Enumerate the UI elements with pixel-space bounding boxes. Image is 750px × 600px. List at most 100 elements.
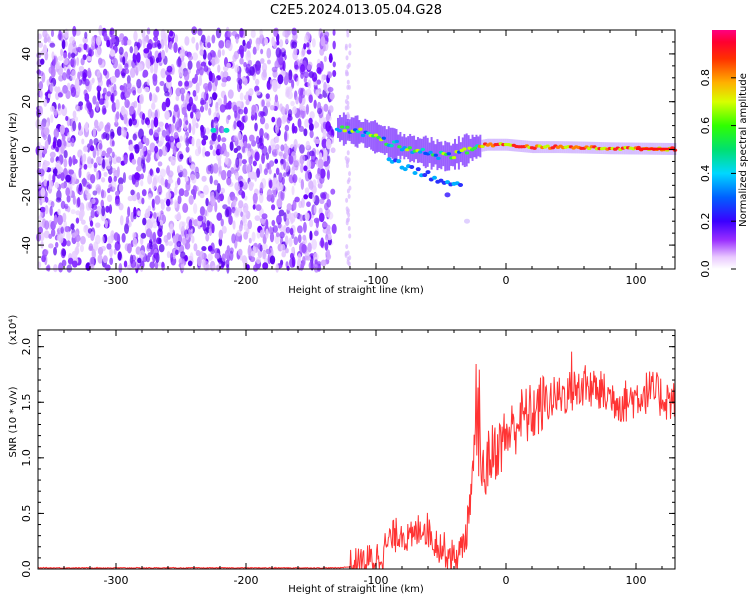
spectrogram-noise-cell — [38, 226, 44, 234]
spectrogram-noise-cell — [347, 193, 351, 199]
spectrogram-y-ticks: -40 -20 0 20 40 — [20, 29, 675, 270]
spectrogram-noise-cell — [39, 206, 46, 213]
spectrogram-noise-cell — [291, 79, 295, 89]
spectrogram-noise-cell — [125, 87, 132, 95]
spectrogram-noise-cell — [57, 92, 63, 98]
spectrogram-noise-cell — [158, 244, 165, 253]
spectrogram-noise-cell — [173, 42, 178, 54]
spectrogram-noise-cell — [302, 90, 308, 96]
spectrogram-xtick-label: 0 — [503, 274, 510, 287]
spectrogram-noise-cell — [297, 253, 302, 262]
spectrogram-noise-cell — [110, 94, 114, 102]
spectrogram-noise-cell — [139, 250, 146, 258]
spectrogram-noise-cell — [138, 128, 144, 140]
spectrogram-noise-cell — [178, 257, 185, 265]
spectrogram-noise-cell — [302, 255, 306, 267]
spectrogram-noise-cell — [154, 261, 159, 270]
spectrogram-noise-cell — [61, 248, 67, 257]
spectrogram-noise-cell — [160, 135, 165, 145]
spectrogram-noise-cell — [203, 65, 209, 72]
spectrogram-noise-cell — [121, 126, 125, 137]
spectrogram-noise-cell — [126, 81, 132, 90]
spectrogram-noise-cell — [347, 177, 351, 183]
spectrogram-noise-cell — [323, 55, 327, 63]
spectrogram-noise-cell — [67, 52, 72, 59]
spectrogram-noise-cell — [212, 121, 219, 128]
snr-xtick-label: 0 — [503, 574, 510, 587]
spectrogram-noise-cell — [65, 174, 71, 183]
spectrogram-noise-cell — [160, 213, 166, 224]
spectrogram-noise-cell — [214, 248, 220, 255]
spectrogram-noise-cell — [270, 138, 276, 148]
spectrogram-noise-cell — [197, 28, 203, 36]
spectrogram-signal-halo — [383, 125, 386, 155]
spectrogram-noise-cell — [198, 75, 203, 86]
spectrogram-noise-cell — [124, 223, 130, 234]
spectrogram-noise-cell — [188, 227, 193, 238]
spectrogram-noise-cell — [130, 211, 135, 223]
spectrogram-noise-cell — [325, 113, 330, 122]
spectrogram-noise-cell — [60, 182, 67, 189]
spectrogram-noise-cell — [143, 36, 148, 42]
spectrogram-noise-cell — [175, 249, 179, 255]
spectrogram-noise-cell — [298, 177, 302, 183]
spectrogram-noise-cell — [122, 82, 128, 93]
spectrogram-noise-cell — [173, 104, 179, 113]
spectrogram-noise-cell — [104, 264, 111, 271]
spectrogram-noise-cell — [264, 37, 269, 46]
spectrogram-noise-cell — [115, 111, 120, 120]
spectrogram-noise-cell — [98, 98, 105, 106]
spectrogram-noise-cell — [214, 107, 220, 118]
spectrogram-noise-cell — [135, 165, 142, 172]
spectrogram-noise-cell — [95, 35, 102, 46]
spectrogram-noise-cell — [163, 35, 168, 47]
spectrogram-noise-cell — [70, 58, 75, 66]
spectrogram-noise-cell — [78, 182, 83, 192]
spectrogram-signal-cell — [438, 178, 444, 183]
spectrogram-noise-cell — [110, 75, 117, 84]
spectrogram-noise-cell — [346, 79, 350, 85]
spectrogram-signal-halo — [387, 126, 390, 158]
spectrogram-noise-cell — [286, 265, 290, 271]
spectrogram-noise-cell — [63, 58, 69, 66]
spectrogram-noise-cell — [75, 217, 80, 224]
spectrogram-noise-cell — [88, 243, 94, 251]
colorbar-label: Normalized spectral amplitude — [738, 73, 749, 227]
spectrogram-noise-cell — [172, 235, 177, 244]
spectrogram-noise-cell — [124, 99, 130, 108]
spectrogram-noise-cell — [129, 105, 135, 115]
spectrogram-noise-cell — [125, 215, 130, 225]
spectrogram-noise-cell — [79, 244, 84, 253]
spectrogram-noise-cell — [157, 127, 161, 133]
spectrogram-noise-cell — [155, 57, 160, 64]
spectrogram-noise-cell — [152, 254, 156, 263]
spectrogram-noise-cell — [225, 39, 231, 49]
spectrogram-noise-cell — [57, 214, 64, 226]
spectrogram-noise-cell — [106, 39, 111, 48]
spectrogram-noise-cell — [322, 132, 327, 138]
spectrogram-signal-halo — [413, 135, 416, 163]
spectrogram-noise-cell — [133, 172, 140, 180]
spectrogram-noise-cell — [86, 55, 93, 62]
spectrogram-noise-cell — [223, 94, 227, 106]
spectrogram-noise-cell — [231, 30, 238, 37]
spectrogram-noise-cell — [172, 145, 177, 156]
spectrogram-noise-cell — [346, 100, 350, 106]
spectrogram-noise-cell — [276, 214, 282, 225]
spectrogram-noise-cell — [189, 173, 195, 180]
spectrogram-noise-cell — [178, 221, 185, 232]
spectrogram-noise-cell — [65, 141, 72, 148]
spectrogram-noise-cell — [304, 34, 309, 44]
spectrogram-signal-halo — [454, 138, 456, 170]
spectrogram-noise-cell — [56, 138, 62, 148]
spectrogram-noise-cell — [192, 52, 199, 61]
spectrogram-noise-cell — [274, 234, 280, 245]
spectrogram-signal-halo — [348, 119, 351, 142]
spectrogram-noise-cell — [185, 120, 189, 126]
spectrogram-noise-cell — [183, 99, 187, 107]
spectrogram-noise-cell — [49, 42, 56, 48]
spectrogram-noise-cell — [111, 102, 117, 113]
spectrogram-noise-cell — [224, 156, 229, 165]
spectrogram-noise-cell — [307, 79, 312, 90]
spectrogram-noise-cell — [221, 127, 225, 133]
